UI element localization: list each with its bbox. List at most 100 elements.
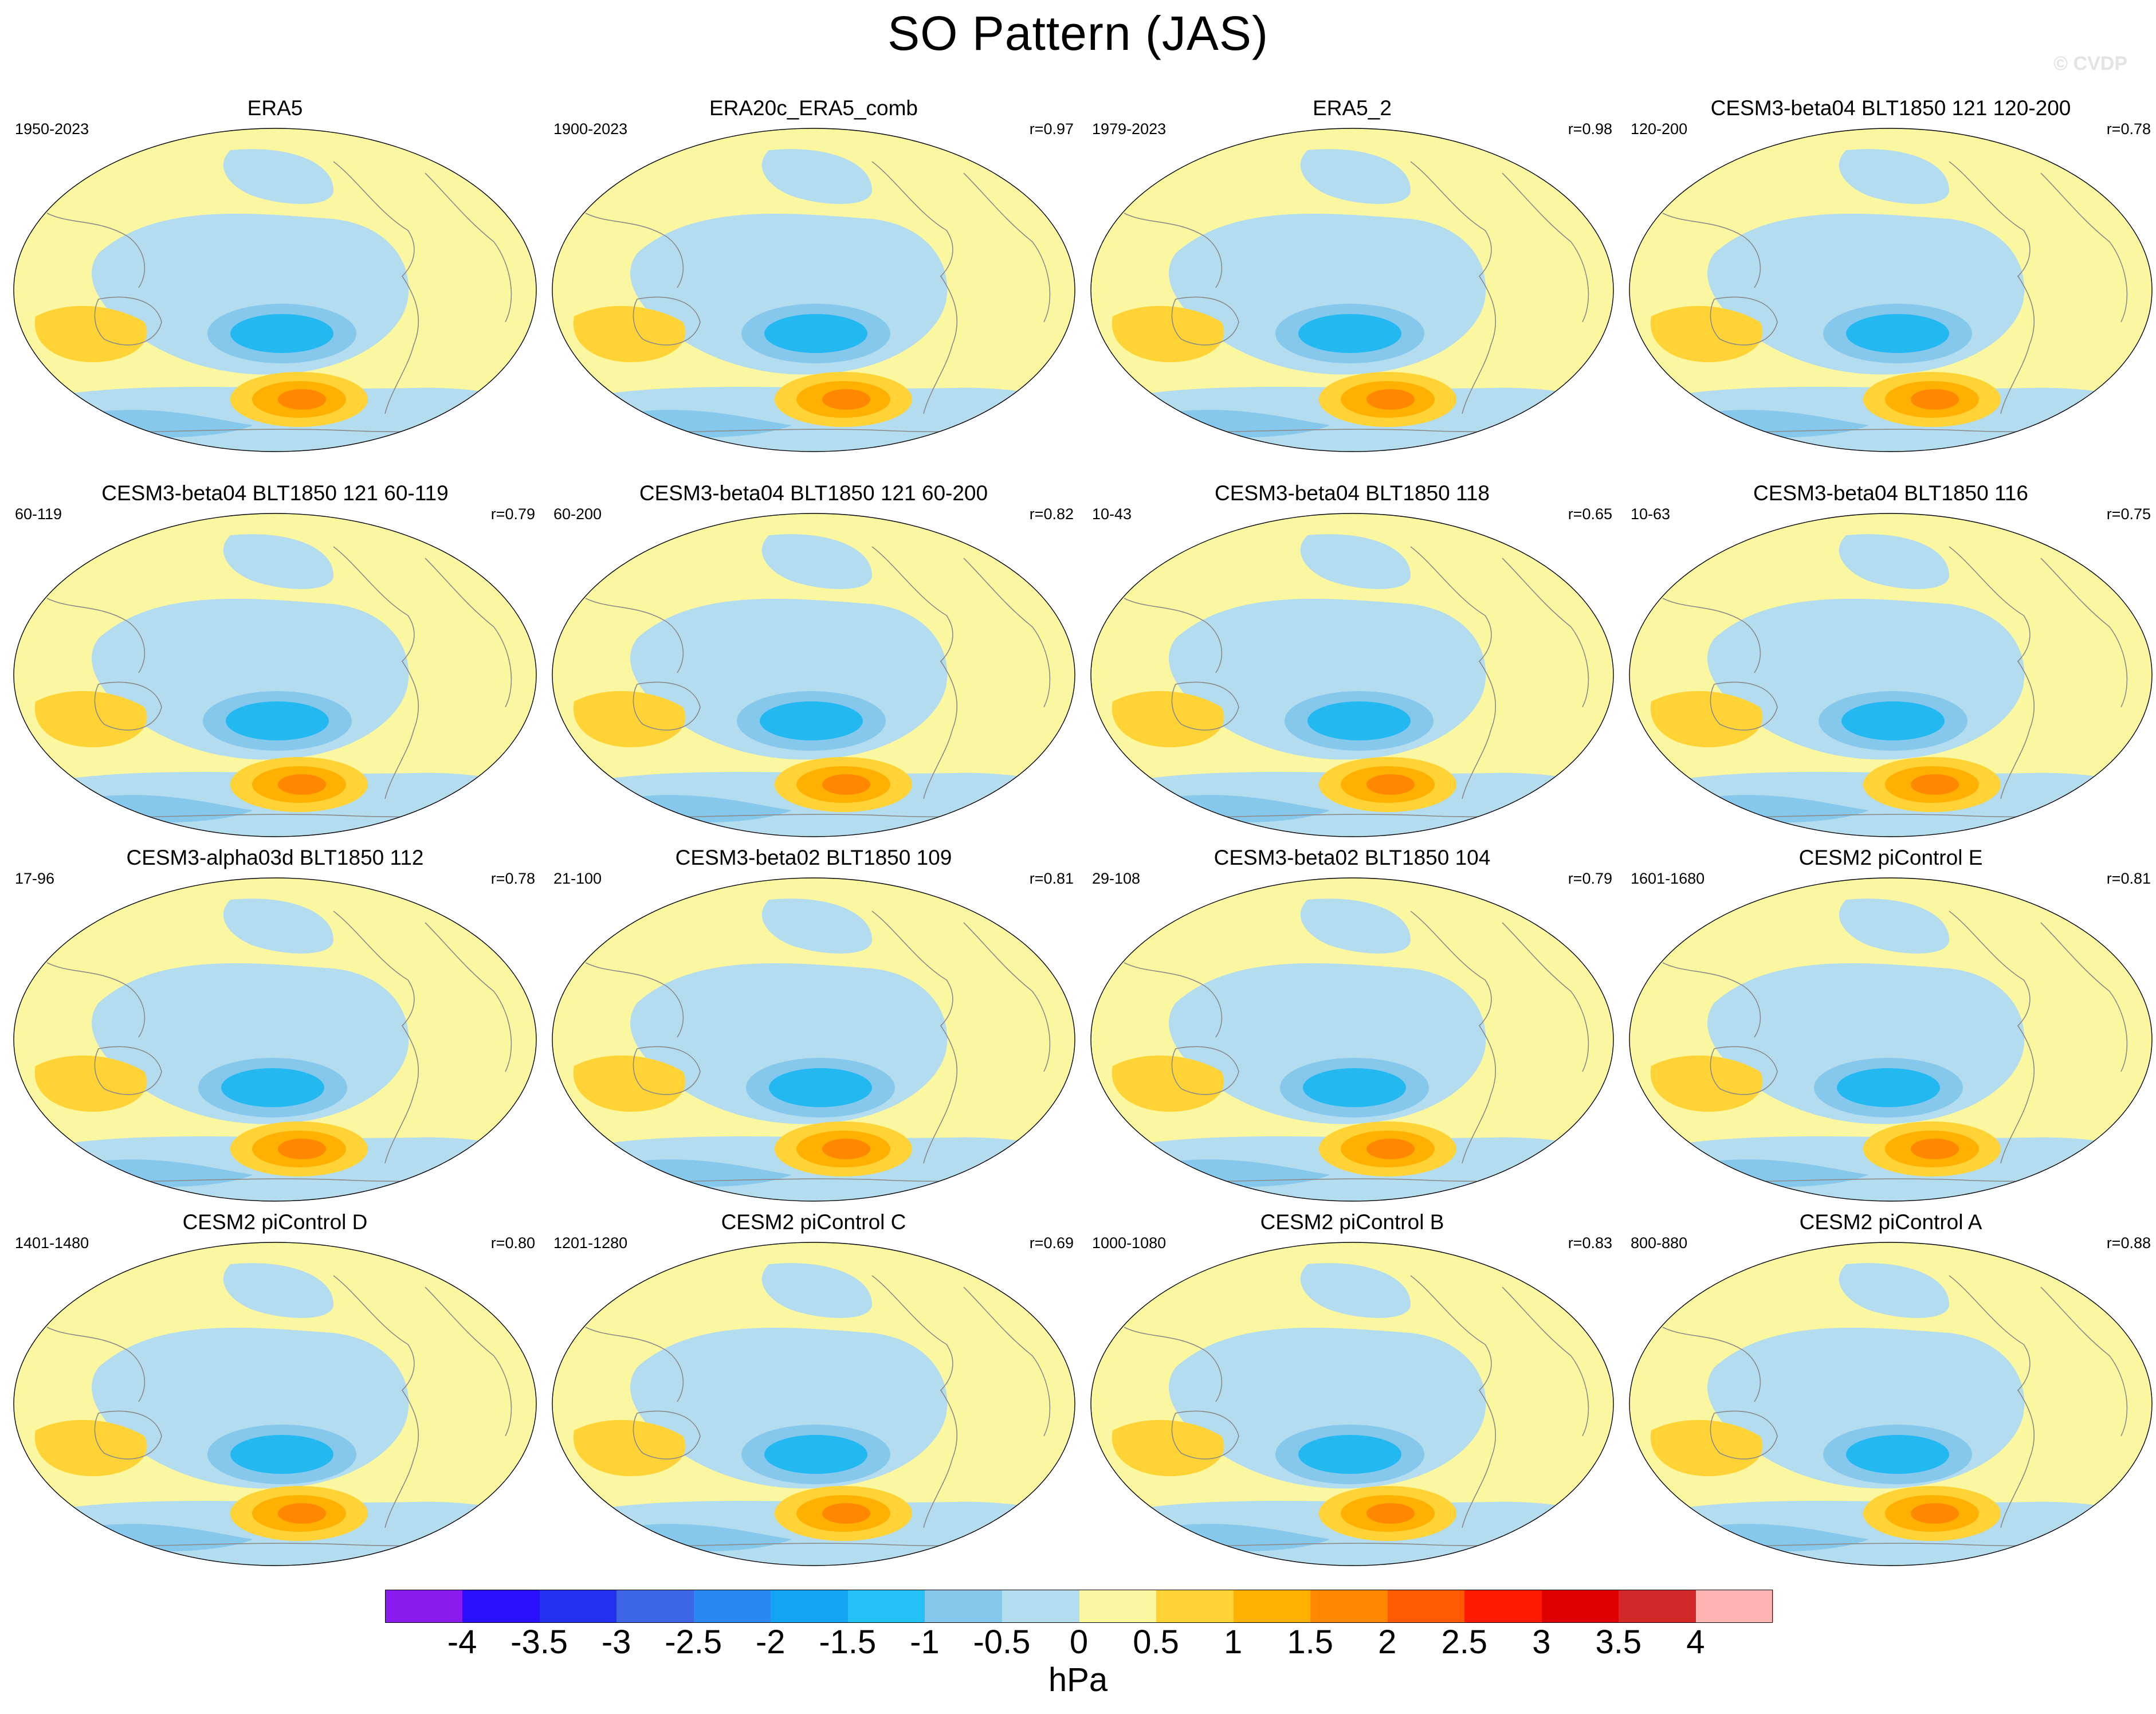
africa-europe-coastline [1502, 172, 1589, 323]
colorbar-swatch [1233, 1590, 1311, 1623]
africa-europe-coastline [963, 172, 1051, 323]
panel-period: 1000-1080 [1092, 1234, 1167, 1252]
panel-title: CESM2 piControl C [721, 1210, 906, 1234]
arctic-negative-anomaly [1300, 899, 1411, 954]
colorbar-swatch [385, 1590, 463, 1623]
colorbar-swatch [1464, 1590, 1542, 1623]
panel-title: CESM3-beta04 BLT1850 121 60-119 [101, 481, 449, 505]
southern-high-core [822, 389, 870, 410]
map-panel: CESM2 piControl E 1601-1680 r=0.81 [1621, 842, 2156, 1203]
asia-coastline [585, 213, 684, 288]
robinson-map [552, 1242, 1075, 1566]
panel-pattern-correlation: r=0.79 [1568, 870, 1612, 887]
arctic-negative-anomaly [1300, 149, 1411, 204]
panel-pattern-correlation: r=0.88 [2106, 1234, 2151, 1252]
south-pacific-low-core [1837, 1068, 1940, 1107]
panel-title: CESM3-beta04 BLT1850 121 120-200 [1710, 96, 2071, 120]
panel-title: CESM3-beta04 BLT1850 118 [1215, 481, 1490, 505]
robinson-map [13, 513, 537, 837]
panel-pattern-correlation: r=0.80 [490, 1234, 535, 1252]
colorbar-tick: 0.5 [1133, 1623, 1179, 1661]
americas-coastline [1410, 1275, 1496, 1528]
panel-pattern-correlation: r=0.79 [490, 505, 535, 523]
map-outline [552, 1242, 1075, 1566]
panel-title: CESM3-beta04 BLT1850 116 [1753, 481, 2028, 505]
southern-high-core [1911, 1139, 1959, 1159]
colorbar-tick: -3.5 [510, 1623, 568, 1661]
panel-period: 17-96 [15, 870, 55, 887]
colorbar-tick: -2.5 [665, 1623, 722, 1661]
arctic-negative-anomaly [761, 899, 872, 954]
map-panel: CESM2 piControl C 1201-1280 r=0.69 [544, 1207, 1083, 1568]
colorbar-swatch [1002, 1590, 1079, 1623]
panel-pattern-correlation: r=0.82 [1029, 505, 1074, 523]
colorbar [385, 1590, 1773, 1623]
map-outline [13, 128, 537, 452]
indian-ocean-positive-anomaly [34, 305, 147, 362]
colorbar-tick: 1.5 [1287, 1623, 1333, 1661]
southern-high-core [278, 389, 326, 410]
africa-europe-coastline [963, 922, 1051, 1072]
panel-pattern-correlation: r=0.81 [2106, 870, 2151, 887]
colorbar-swatch [539, 1590, 617, 1623]
robinson-map [1090, 1242, 1614, 1566]
colorbar-tick: -0.5 [973, 1623, 1031, 1661]
colorbar-tick: 2 [1378, 1623, 1397, 1661]
map-outline [552, 128, 1075, 452]
asia-coastline [1662, 1327, 1761, 1402]
americas-coastline [1410, 546, 1496, 799]
colorbar-tick: 3.5 [1595, 1623, 1642, 1661]
colorbar-tick: 3 [1532, 1623, 1551, 1661]
map-panel: CESM3-beta02 BLT1850 104 29-108 r=0.79 [1083, 842, 1621, 1203]
arctic-negative-anomaly [223, 534, 333, 589]
colorbar-tick: 1 [1223, 1623, 1243, 1661]
arctic-negative-anomaly [223, 899, 333, 954]
australia-coastline [1710, 1410, 1778, 1460]
robinson-map [1090, 877, 1614, 1202]
colorbar-swatch [770, 1590, 848, 1623]
south-pacific-low-core [1307, 701, 1411, 740]
africa-europe-coastline [425, 922, 512, 1072]
colorbar-tick: 4 [1686, 1623, 1705, 1661]
australia-coastline [633, 1410, 701, 1460]
south-pacific-low-core [1298, 1435, 1401, 1474]
indian-ocean-positive-anomaly [573, 691, 686, 747]
colorbar-tick: -3 [601, 1623, 631, 1661]
asia-coastline [1124, 213, 1223, 288]
arctic-negative-anomaly [223, 149, 333, 204]
colorbar-swatch [616, 1590, 694, 1623]
map-outline [1090, 1242, 1614, 1566]
south-pacific-low-core [764, 1435, 867, 1474]
panel-pattern-correlation: r=0.65 [1568, 505, 1612, 523]
asia-coastline [46, 962, 146, 1038]
africa-europe-coastline [425, 172, 512, 323]
panel-title: ERA20c_ERA5_comb [709, 96, 918, 120]
southern-high-core [278, 1139, 326, 1159]
arctic-negative-anomaly [1839, 899, 1949, 954]
americas-coastline [1410, 911, 1496, 1164]
americas-coastline [871, 161, 957, 414]
americas-coastline [1410, 161, 1496, 414]
map-panel: CESM2 piControl D 1401-1480 r=0.80 [6, 1207, 544, 1568]
map-panel: CESM3-beta02 BLT1850 109 21-100 r=0.81 [544, 842, 1083, 1203]
colorbar-swatch [1156, 1590, 1234, 1623]
southern-high-core [278, 1503, 326, 1524]
colorbar-tick: -1 [910, 1623, 940, 1661]
australia-coastline [1171, 1046, 1239, 1095]
south-pacific-low-core [1846, 1435, 1949, 1474]
colorbar-swatch [1541, 1590, 1619, 1623]
panel-period: 60-200 [553, 505, 602, 523]
robinson-map [13, 1242, 537, 1566]
australia-coastline [1171, 681, 1239, 731]
indian-ocean-positive-anomaly [1112, 691, 1224, 747]
map-outline [552, 877, 1075, 1202]
panel-period: 1401-1480 [15, 1234, 89, 1252]
robinson-map [552, 877, 1075, 1202]
asia-coastline [1124, 1327, 1223, 1402]
panel-period: 1950-2023 [15, 120, 89, 138]
australia-coastline [94, 1046, 162, 1095]
map-outline [13, 877, 537, 1202]
south-pacific-low-core [1303, 1068, 1406, 1107]
asia-coastline [585, 962, 684, 1038]
africa-europe-coastline [1502, 558, 1589, 708]
